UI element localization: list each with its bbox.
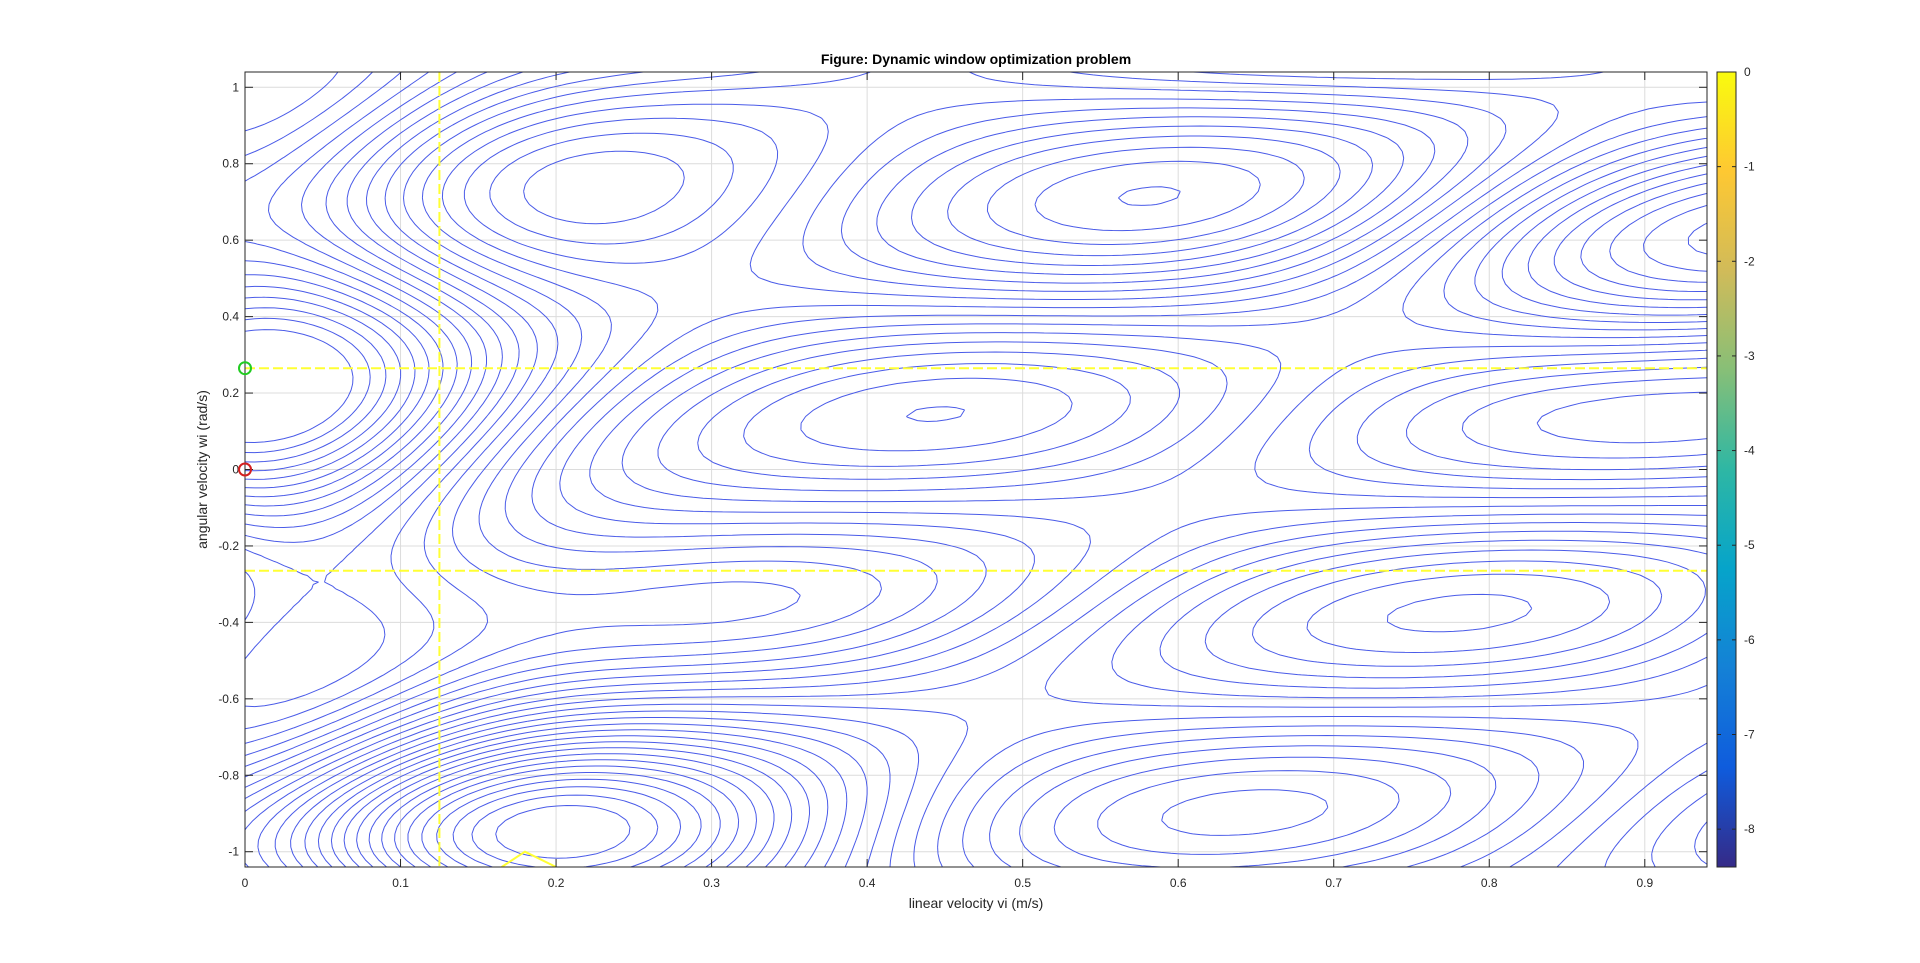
y-tick-label: 0.2 bbox=[222, 386, 239, 400]
axes-ticks: 0 0.1 0.2 0.3 0.4 0.5 0.6 0.7 0.8 0.9 -1 -0.8 -0.6 -0… bbox=[218, 72, 1707, 890]
chart-title: Figure: Dynamic window optimization prob… bbox=[821, 51, 1131, 67]
contour-level-line bbox=[436, 778, 702, 867]
y-tick-label: -0.8 bbox=[218, 768, 239, 782]
current-velocity-marker bbox=[238, 462, 252, 477]
contour-level-line bbox=[245, 72, 1707, 867]
contour-level-line bbox=[274, 146, 1707, 867]
contour-level-line bbox=[343, 192, 1707, 867]
y-tick-label: 1 bbox=[232, 80, 239, 94]
y-tick-label: -0.6 bbox=[218, 692, 239, 706]
velocity-markers bbox=[238, 361, 252, 477]
y-tick-label: 0 bbox=[232, 463, 239, 477]
contour-level-line bbox=[245, 317, 371, 454]
contour-level-line bbox=[245, 72, 1707, 855]
contour-level-line bbox=[245, 72, 1181, 517]
contour-level-line bbox=[356, 204, 1707, 867]
x-tick-label: 0.5 bbox=[1014, 876, 1031, 890]
y-tick-label: 0.4 bbox=[222, 310, 239, 324]
contour-level-line bbox=[245, 72, 1341, 708]
contour-level-line bbox=[245, 72, 1374, 730]
colorbar-tick-label: 0 bbox=[1744, 65, 1751, 79]
contour-level-line bbox=[245, 72, 1707, 756]
contour-level-line bbox=[245, 72, 1707, 836]
x-tick-label: 0 bbox=[242, 876, 249, 890]
contour-level-line bbox=[245, 72, 444, 498]
contour-level-line bbox=[394, 759, 757, 867]
contour-level-line bbox=[245, 72, 458, 507]
x-tick-label: 0.1 bbox=[392, 876, 409, 890]
dynamic-window-lines bbox=[245, 72, 1707, 867]
colorbar-tick-label: -7 bbox=[1744, 728, 1755, 742]
contour-level-line bbox=[330, 182, 1707, 867]
contour-level-line bbox=[245, 307, 387, 463]
contour-level-line bbox=[471, 794, 659, 867]
x-tick-label: 0.9 bbox=[1636, 876, 1653, 890]
contour-level-line bbox=[245, 72, 1261, 528]
peak-contour bbox=[501, 850, 557, 867]
y-tick-label: 0.8 bbox=[222, 157, 239, 171]
contour-level-line bbox=[245, 296, 402, 472]
contour-level-line bbox=[304, 164, 1707, 867]
colorbar-tick-label: -5 bbox=[1744, 538, 1755, 552]
contour-level-line bbox=[407, 765, 740, 867]
contour-level-line bbox=[381, 753, 775, 867]
y-tick-label: -0.4 bbox=[218, 615, 239, 629]
contour-level-line bbox=[245, 116, 1707, 867]
contour-level-line bbox=[245, 329, 354, 443]
colorbar-tick-label: -3 bbox=[1744, 349, 1755, 363]
y-tick-label: 0.6 bbox=[222, 233, 239, 247]
colorbar-tick-label: -1 bbox=[1744, 160, 1755, 174]
contour-level-line bbox=[368, 222, 1707, 867]
y-tick-label: -1 bbox=[228, 845, 239, 859]
x-axis-label: linear velocity vi (m/s) bbox=[909, 895, 1044, 911]
x-tick-label: 0.7 bbox=[1325, 876, 1342, 890]
contour-level-line bbox=[257, 137, 1707, 867]
contour-level-line bbox=[245, 127, 1707, 867]
x-tick-label: 0.8 bbox=[1481, 876, 1498, 890]
x-tick-label: 0.4 bbox=[859, 876, 876, 890]
y-axis-label: angular velocity wi (rad/s) bbox=[194, 390, 210, 549]
colorbar-tick-label: -4 bbox=[1744, 444, 1755, 458]
contour-level-line bbox=[317, 173, 1707, 867]
colorbar-tick-label: -8 bbox=[1744, 822, 1755, 836]
y-tick-label: -0.2 bbox=[218, 539, 239, 553]
x-tick-label: 0.3 bbox=[703, 876, 720, 890]
contour-level-line bbox=[245, 285, 416, 480]
contour-level-line bbox=[452, 786, 682, 867]
colorbar-tick-label: -2 bbox=[1744, 254, 1755, 268]
contour-level-line bbox=[495, 805, 631, 859]
colorbar: 0 -1 -2 -3 -4 -5 -6 -7 -8 bbox=[1716, 65, 1755, 868]
contour-level-line bbox=[245, 72, 1405, 744]
contour-level-line bbox=[245, 72, 1305, 543]
optimal-velocity-marker bbox=[238, 361, 252, 376]
x-tick-label: 0.6 bbox=[1170, 876, 1187, 890]
contour-level-line bbox=[245, 72, 1707, 867]
contour-level-line bbox=[245, 72, 430, 489]
colorbar-gradient bbox=[1716, 71, 1737, 868]
x-tick-label: 0.2 bbox=[548, 876, 565, 890]
colorbar-tick-label: -6 bbox=[1744, 633, 1755, 647]
contour-level-line bbox=[290, 155, 1707, 867]
